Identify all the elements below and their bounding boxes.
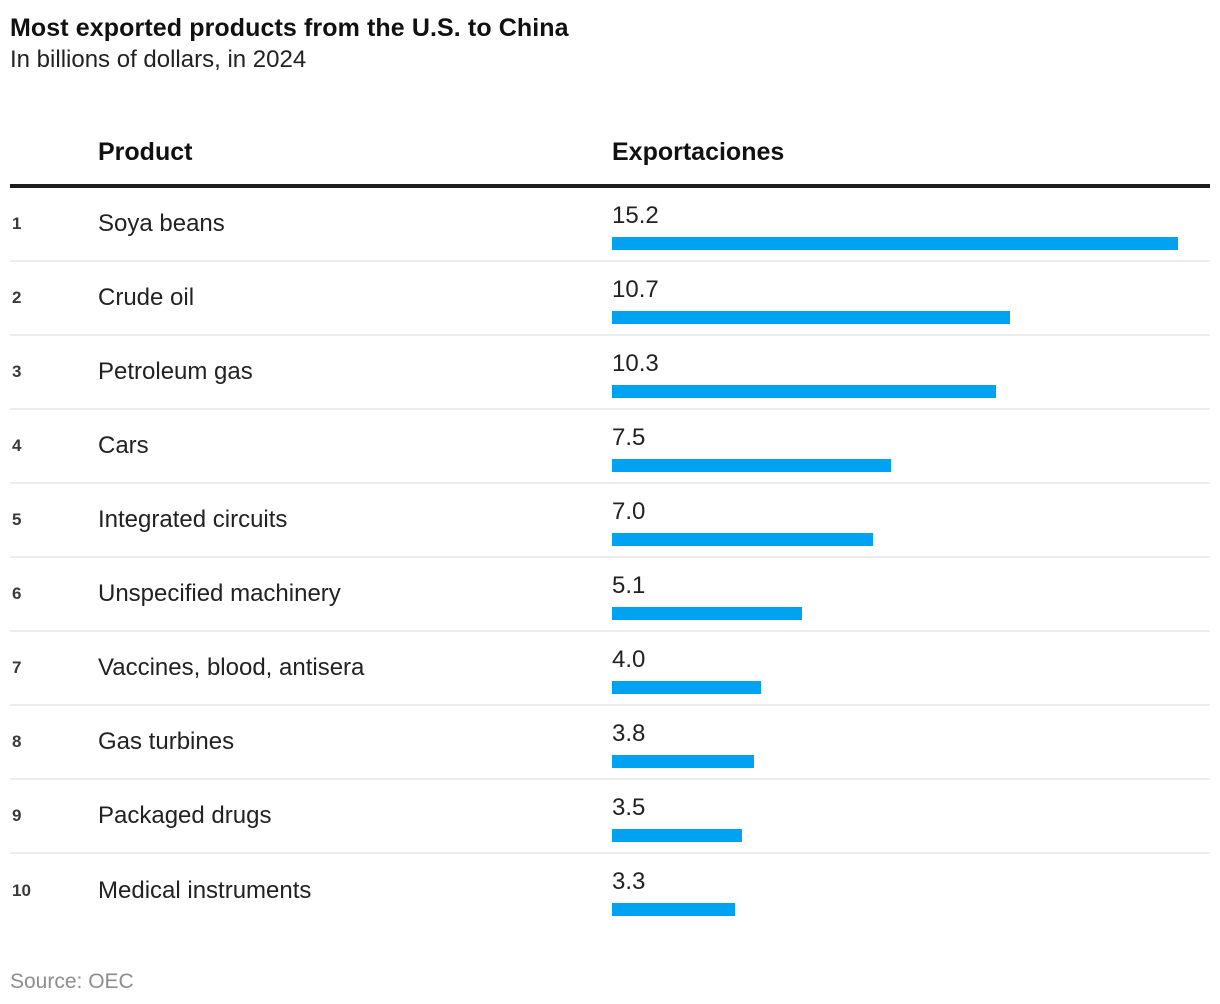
rank-label: 9 <box>12 806 22 825</box>
table-row: 10 Medical instruments 3.3 <box>10 854 1210 928</box>
rank-column-spacer <box>10 138 98 166</box>
export-bar <box>612 533 873 546</box>
rank-label: 1 <box>12 214 22 233</box>
export-bar <box>612 681 761 694</box>
rank-label: 10 <box>12 881 31 900</box>
product-name: Cars <box>98 432 149 459</box>
table-row: 8 Gas turbines 3.8 <box>10 706 1210 780</box>
rank-label: 3 <box>12 362 22 381</box>
value-label: 7.5 <box>612 424 646 451</box>
rank-label: 2 <box>12 288 22 307</box>
product-name: Unspecified machinery <box>98 580 341 607</box>
export-bar <box>612 385 996 398</box>
value-cell: 10.7 <box>612 262 1210 334</box>
rank-label: 6 <box>12 584 22 603</box>
rank-label: 7 <box>12 658 22 677</box>
page-title: Most exported products from the U.S. to … <box>10 14 569 42</box>
value-cell: 4.0 <box>612 632 1210 704</box>
value-label: 3.3 <box>612 868 646 895</box>
export-bar <box>612 311 1010 324</box>
export-bar <box>612 903 735 916</box>
product-name: Crude oil <box>98 284 195 311</box>
product-name: Soya beans <box>98 210 225 237</box>
table-header-row: Product Exportaciones <box>10 138 1210 188</box>
table-row: 3 Petroleum gas 10.3 <box>10 336 1210 410</box>
table-row: 4 Cars 7.5 <box>10 410 1210 484</box>
product-name: Vaccines, blood, antisera <box>98 654 365 681</box>
value-cell: 7.5 <box>612 410 1210 482</box>
product-name: Medical instruments <box>98 877 312 904</box>
table-row: 2 Crude oil 10.7 <box>10 262 1210 336</box>
value-label: 5.1 <box>612 572 646 599</box>
export-bar <box>612 607 802 620</box>
table-row: 9 Packaged drugs 3.5 <box>10 780 1210 854</box>
product-name: Integrated circuits <box>98 506 288 533</box>
table-row: 5 Integrated circuits 7.0 <box>10 484 1210 558</box>
value-column-header: Exportaciones <box>612 138 785 166</box>
table-body: 1 Soya beans 15.2 2 Crude oil 10.7 3 Petroleum … <box>10 188 1210 928</box>
product-name: Gas turbines <box>98 728 235 755</box>
export-bar <box>612 755 754 768</box>
export-bar <box>612 459 891 472</box>
value-cell: 15.2 <box>612 188 1210 260</box>
value-cell: 3.5 <box>612 780 1210 852</box>
value-label: 3.5 <box>612 794 646 821</box>
export-bar <box>612 829 742 842</box>
rank-label: 8 <box>12 732 22 751</box>
value-cell: 3.8 <box>612 706 1210 778</box>
export-bar <box>612 237 1178 250</box>
value-label: 15.2 <box>612 202 659 229</box>
product-column-header: Product <box>98 138 193 166</box>
value-cell: 5.1 <box>612 558 1210 630</box>
rank-label: 5 <box>12 510 22 529</box>
table-row: 1 Soya beans 15.2 <box>10 188 1210 262</box>
product-name: Packaged drugs <box>98 802 272 829</box>
value-label: 3.8 <box>612 720 646 747</box>
page-subtitle: In billions of dollars, in 2024 <box>10 46 307 73</box>
value-label: 7.0 <box>612 498 646 525</box>
value-label: 4.0 <box>612 646 646 673</box>
table-row: 7 Vaccines, blood, antisera 4.0 <box>10 632 1210 706</box>
value-label: 10.7 <box>612 276 659 303</box>
rank-label: 4 <box>12 436 22 455</box>
value-cell: 10.3 <box>612 336 1210 408</box>
value-cell: 7.0 <box>612 484 1210 556</box>
table-row: 6 Unspecified machinery 5.1 <box>10 558 1210 632</box>
product-name: Petroleum gas <box>98 358 253 385</box>
value-label: 10.3 <box>612 350 659 377</box>
value-cell: 3.3 <box>612 854 1210 928</box>
source-note: Source: OEC <box>10 970 134 993</box>
